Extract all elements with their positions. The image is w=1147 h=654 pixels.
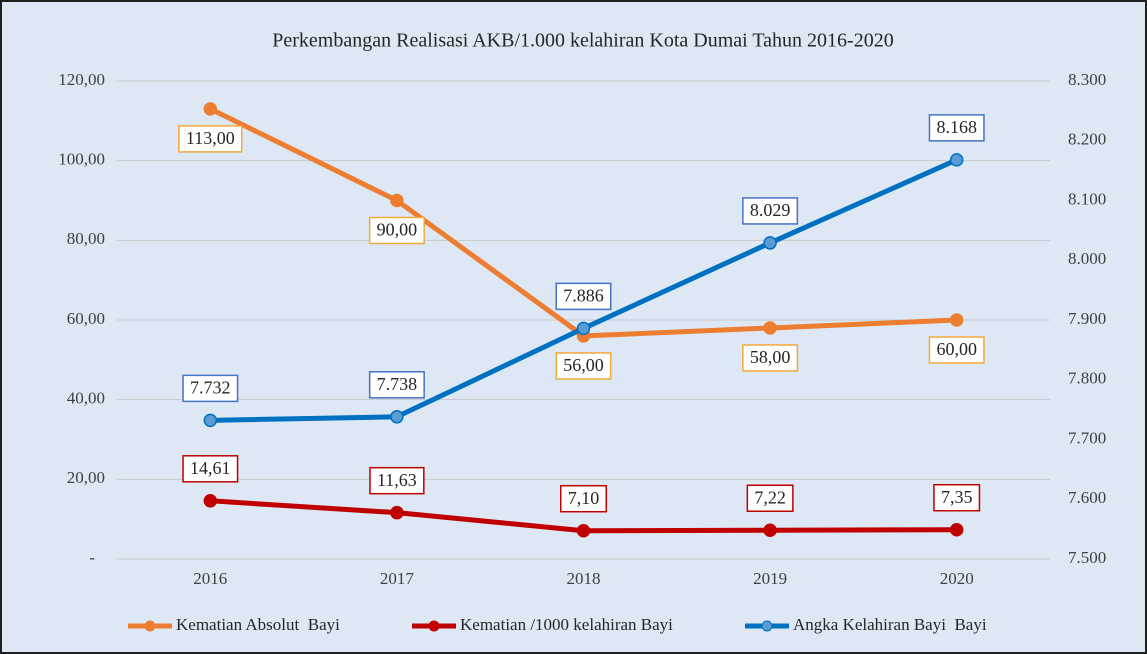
data-label: 113,00 — [186, 128, 235, 148]
y2-tick-label: 7.700 — [1068, 428, 1106, 447]
data-label: 7,22 — [754, 487, 786, 507]
y2-tick-label: 8.100 — [1068, 189, 1106, 208]
data-label-box — [555, 282, 612, 311]
data-label: 7,35 — [941, 487, 973, 507]
data-point — [390, 193, 404, 208]
x-tick-label: 2019 — [753, 569, 787, 588]
data-label-box — [178, 125, 243, 153]
data-point — [390, 410, 404, 424]
data-point — [576, 523, 591, 538]
y-tick-label: 60,00 — [67, 309, 105, 328]
data-point — [390, 505, 404, 520]
data-label-box — [746, 484, 794, 512]
data-point — [203, 413, 218, 428]
data-label: 8.168 — [936, 117, 977, 137]
y-tick-label: 100,00 — [58, 150, 105, 169]
legend-marker — [144, 620, 156, 632]
data-label-box — [928, 336, 985, 364]
data-point — [763, 236, 777, 250]
x-tick-label: 2018 — [567, 569, 601, 588]
data-point — [949, 313, 964, 327]
data-point — [763, 523, 777, 537]
data-label-box — [560, 484, 607, 513]
x-tick-label: 2016 — [193, 569, 227, 588]
chart-title: Perkembangan Realisasi AKB/1.000 kelahir… — [272, 30, 893, 52]
data-label-box — [928, 114, 985, 142]
data-label-box — [369, 466, 425, 495]
y-tick-label: - — [89, 548, 95, 567]
y2-tick-label: 8.200 — [1068, 130, 1106, 149]
y-tick-label: 40,00 — [67, 389, 105, 408]
data-label-box — [368, 371, 425, 399]
y2-tick-label: 8.300 — [1068, 70, 1106, 89]
data-label-box — [368, 216, 425, 245]
data-label: 60,00 — [936, 339, 977, 359]
y2-tick-label: 7.800 — [1068, 369, 1106, 388]
data-label: 7,10 — [568, 488, 600, 508]
data-label-box — [555, 352, 612, 380]
data-point — [949, 153, 964, 167]
data-label: 7.732 — [190, 378, 231, 398]
y2-tick-label: 7.500 — [1068, 548, 1106, 567]
y-tick-label: 20,00 — [67, 468, 105, 487]
legend-label: Kematian /1000 kelahiran Bayi — [460, 615, 673, 634]
legend-marker — [428, 620, 440, 632]
legend-label: Kematian Absolut Bayi — [176, 615, 340, 634]
data-point — [203, 102, 218, 116]
data-point — [763, 321, 777, 335]
x-tick-label: 2020 — [940, 569, 974, 588]
x-tick-label: 2017 — [380, 569, 415, 588]
data-label-box — [182, 374, 239, 403]
data-label: 58,00 — [750, 347, 791, 367]
data-label: 8.029 — [750, 200, 791, 220]
data-label: 90,00 — [377, 220, 418, 240]
data-label-box — [182, 455, 239, 483]
data-label: 56,00 — [563, 355, 604, 375]
data-label-box — [742, 344, 799, 372]
y2-tick-label: 7.900 — [1068, 309, 1106, 328]
y2-tick-label: 8.000 — [1068, 249, 1106, 268]
y-tick-label: 80,00 — [67, 229, 105, 248]
data-point — [576, 321, 591, 336]
data-label: 7.886 — [563, 285, 604, 305]
data-label-box — [933, 483, 981, 512]
legend-label: Angka Kelahiran Bayi Bayi — [793, 615, 987, 634]
data-label: 7.738 — [377, 374, 418, 394]
data-point — [203, 494, 218, 508]
data-label-box — [742, 197, 799, 225]
data-label: 14,61 — [190, 458, 231, 478]
data-label: 11,63 — [377, 470, 417, 490]
legend-marker — [761, 620, 773, 632]
y2-tick-label: 7.600 — [1068, 488, 1106, 507]
data-point — [949, 522, 964, 537]
y-tick-label: 120,00 — [58, 70, 105, 89]
